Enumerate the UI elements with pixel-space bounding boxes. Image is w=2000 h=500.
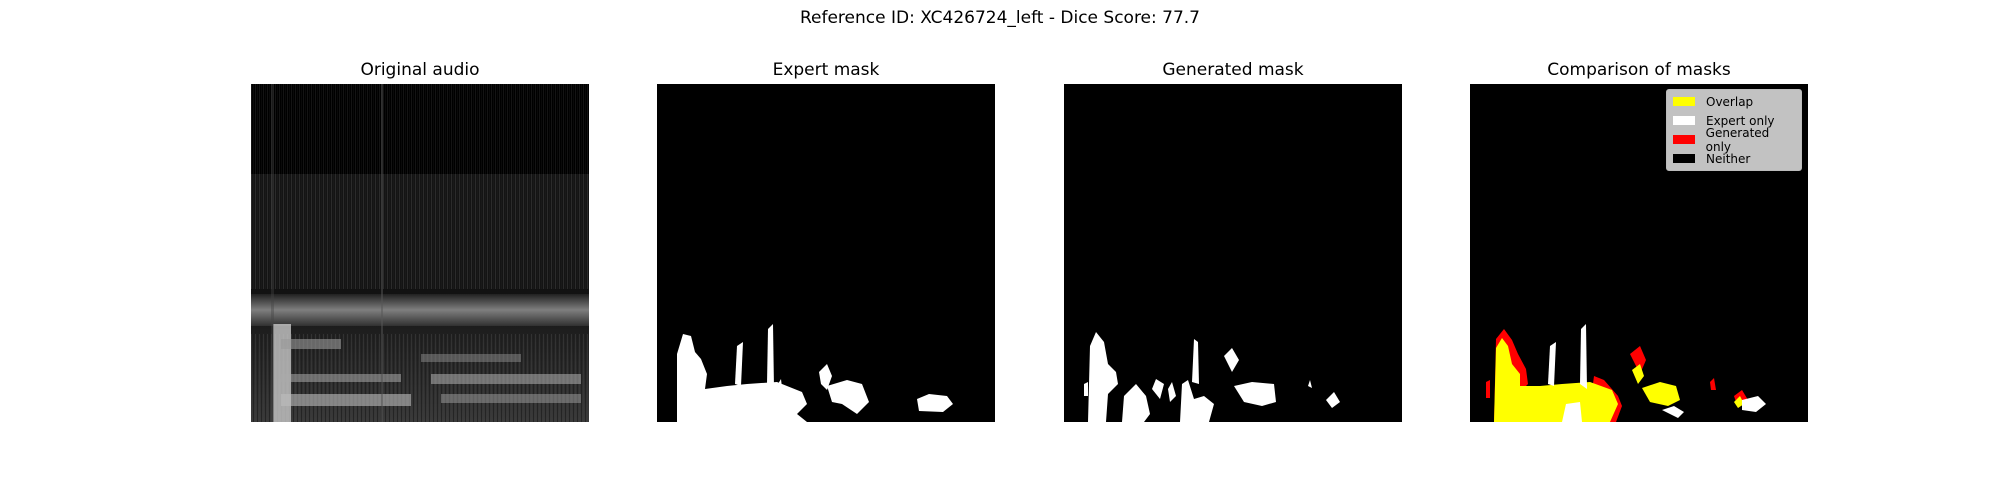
generated-mask-graphic	[1064, 84, 1402, 422]
comparison-image: Overlap Expert only Generated only Neith…	[1470, 84, 1808, 422]
expert-mask-graphic	[657, 84, 995, 422]
spectrogram-graphic	[251, 84, 589, 422]
legend: Overlap Expert only Generated only Neith…	[1666, 89, 1802, 171]
legend-label: Neither	[1706, 151, 1751, 166]
legend-label: Generated only	[1705, 125, 1770, 154]
expert-only-swatch-icon	[1673, 116, 1695, 125]
legend-item-overlap: Overlap	[1671, 92, 1797, 111]
overlap-swatch-icon	[1673, 97, 1695, 106]
panel-title-generated-mask: Generated mask	[1162, 60, 1304, 80]
legend-label: Expert only	[1706, 113, 1775, 128]
figure-title: Reference ID: XC426724_left - Dice Score…	[799, 8, 1200, 28]
panel-title-original-audio: Original audio	[360, 60, 480, 80]
neither-swatch-icon	[1673, 154, 1695, 163]
spectrogram-image	[251, 84, 589, 422]
legend-item-generated-only: Generated only	[1671, 126, 1797, 154]
legend-item-neither: Neither	[1671, 149, 1797, 168]
expert-mask-image	[657, 84, 995, 422]
legend-item-expert-only: Expert only	[1671, 111, 1797, 130]
panel-title-expert-mask: Expert mask	[772, 60, 880, 80]
generated-mask-image	[1064, 84, 1402, 422]
panel-title-comparison: Comparison of masks	[1547, 60, 1731, 80]
generated-only-swatch-icon	[1673, 135, 1695, 144]
legend-label: Overlap	[1706, 94, 1754, 109]
